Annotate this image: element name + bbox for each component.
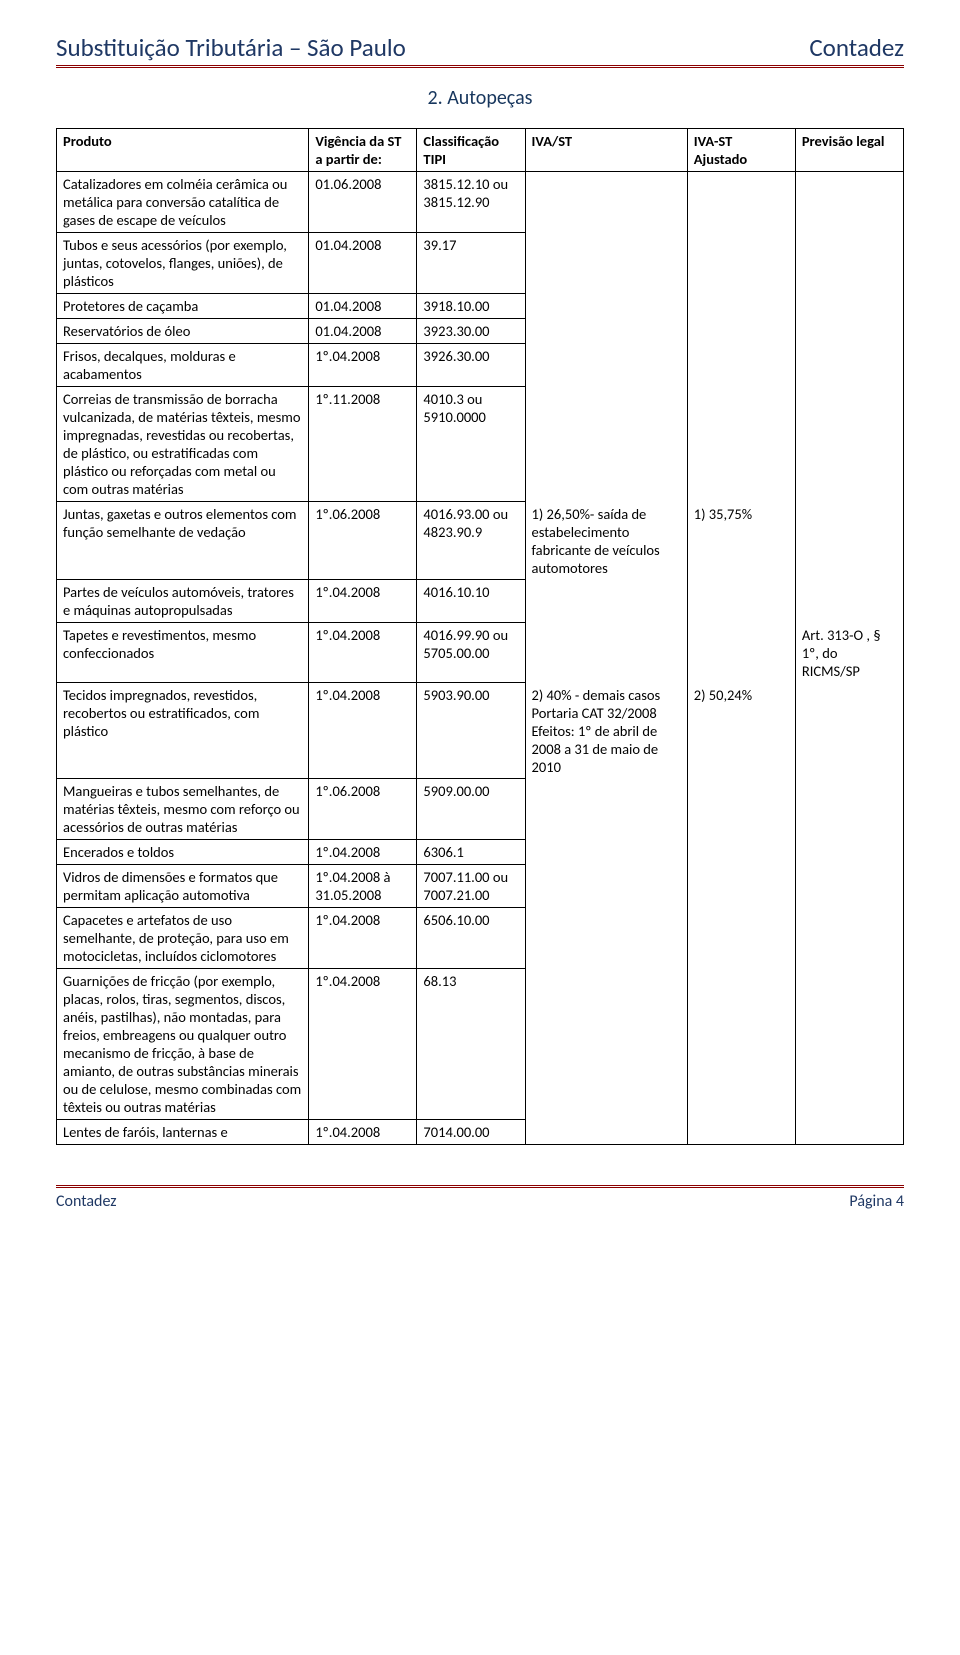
cell-vigencia: 01.04.2008 [309,294,417,319]
table-row: Frisos, decalques, molduras e acabamento… [57,344,904,387]
cell-vigencia: 1º.06.2008 [309,779,417,840]
cell-tipi: 3926.30.00 [417,344,525,387]
cell-produto: Partes de veículos automóveis, tratores … [57,580,309,623]
table-row: Tapetes e revestimentos, mesmo confeccio… [57,623,904,683]
cell-vigencia: 1º.04.2008 [309,623,417,683]
cell-produto: Juntas, gaxetas e outros elementos com f… [57,502,309,580]
cell-prev-legal-text: Art. 313-O , § 1º, do RICMS/SP [795,623,903,683]
table-row: Guarnições de fricção (por exemplo, plac… [57,969,904,1120]
cell-tipi: 4016.99.90 ou 5705.00.00 [417,623,525,683]
cell-iva-st-text: 1) 26,50%- saída de estabelecimento fabr… [525,502,687,580]
table-row: Tubos e seus acessórios (por exemplo, ju… [57,233,904,294]
document-page: Substituição Tributária – São Paulo Cont… [0,0,960,1235]
cell-vigencia: 1º.04.2008 [309,683,417,779]
table-row: Protetores de caçamba 01.04.2008 3918.10… [57,294,904,319]
cell-vigencia: 01.06.2008 [309,172,417,233]
table-row: Tecidos impregnados, revestidos, recober… [57,683,904,779]
table-row: Reservatórios de óleo 01.04.2008 3923.30… [57,319,904,344]
cell-produto: Mangueiras e tubos semelhantes, de matér… [57,779,309,840]
header-title-left: Substituição Tributária – São Paulo [56,32,406,63]
cell-vigencia: 01.04.2008 [309,319,417,344]
cell-produto: Tapetes e revestimentos, mesmo confeccio… [57,623,309,683]
cell-tipi: 3923.30.00 [417,319,525,344]
cell-vigencia: 1º.04.2008 [309,840,417,865]
cell-tipi: 68.13 [417,969,525,1120]
cell-produto: Catalizadores em colméia cerâmica ou met… [57,172,309,233]
cell-vigencia: 1º.11.2008 [309,387,417,502]
table-row: Lentes de faróis, lanternas e 1º.04.2008… [57,1120,904,1145]
cell-vigencia: 1º.04.2008 [309,908,417,969]
table-row: Capacetes e artefatos de uso semelhante,… [57,908,904,969]
cell-iva-st-aj-merged [687,172,795,233]
autopecas-table: Produto Vigência da ST a partir de: Clas… [56,128,904,1145]
cell-produto: Protetores de caçamba [57,294,309,319]
cell-produto: Capacetes e artefatos de uso semelhante,… [57,908,309,969]
cell-produto: Guarnições de fricção (por exemplo, plac… [57,969,309,1120]
table-row: Correias de transmissão de borracha vulc… [57,387,904,502]
cell-iva-st-aj-text2: 2) 50,24% [687,683,795,779]
table-row: Catalizadores em colméia cerâmica ou met… [57,172,904,233]
cell-tipi: 4016.10.10 [417,580,525,623]
cell-tipi: 5909.00.00 [417,779,525,840]
table-row: Vidros de dimensões e formatos que permi… [57,865,904,908]
table-row: Mangueiras e tubos semelhantes, de matér… [57,779,904,840]
section-title: 2. Autopeças [56,86,904,110]
cell-vigencia: 1º.04.2008 [309,344,417,387]
col-iva-st-aj: IVA-ST Ajustado [687,129,795,172]
table-row: Partes de veículos automóveis, tratores … [57,580,904,623]
table-row: Encerados e toldos 1º.04.2008 6306.1 [57,840,904,865]
cell-iva-st-merged [525,172,687,233]
footer-left: Contadez [56,1192,117,1211]
header-title-right: Contadez [809,32,904,63]
table-header-row: Produto Vigência da ST a partir de: Clas… [57,129,904,172]
cell-tipi: 4016.93.00 ou 4823.90.9 [417,502,525,580]
cell-produto: Tubos e seus acessórios (por exemplo, ju… [57,233,309,294]
cell-produto: Frisos, decalques, molduras e acabamento… [57,344,309,387]
page-footer: Contadez Página 4 [56,1185,904,1211]
cell-produto: Reservatórios de óleo [57,319,309,344]
cell-tipi: 7007.11.00 ou 7007.21.00 [417,865,525,908]
cell-vigencia: 1º.04.2008 [309,969,417,1120]
col-produto: Produto [57,129,309,172]
cell-tipi: 3815.12.10 ou 3815.12.90 [417,172,525,233]
cell-produto: Vidros de dimensões e formatos que permi… [57,865,309,908]
col-vigencia: Vigência da ST a partir de: [309,129,417,172]
cell-tipi: 6306.1 [417,840,525,865]
cell-prev-legal-merged [795,172,903,233]
cell-tipi: 39.17 [417,233,525,294]
col-iva-st: IVA/ST [525,129,687,172]
footer-right: Página 4 [849,1192,904,1211]
cell-vigencia: 1º.04.2008 [309,580,417,623]
cell-produto: Tecidos impregnados, revestidos, recober… [57,683,309,779]
cell-tipi: 7014.00.00 [417,1120,525,1145]
cell-vigencia: 1º.04.2008 à 31.05.2008 [309,865,417,908]
cell-iva-st-aj-text: 1) 35,75% [687,502,795,580]
cell-vigencia: 1º.04.2008 [309,1120,417,1145]
col-prev-legal: Previsão legal [795,129,903,172]
table-row: Juntas, gaxetas e outros elementos com f… [57,502,904,580]
cell-produto: Encerados e toldos [57,840,309,865]
cell-tipi: 6506.10.00 [417,908,525,969]
cell-vigencia: 01.04.2008 [309,233,417,294]
col-tipi: Classificação TIPI [417,129,525,172]
cell-iva-st-text2: 2) 40% - demais casos Portaria CAT 32/20… [525,683,687,779]
cell-produto: Correias de transmissão de borracha vulc… [57,387,309,502]
cell-tipi: 3918.10.00 [417,294,525,319]
cell-tipi: 5903.90.00 [417,683,525,779]
cell-vigencia: 1º.06.2008 [309,502,417,580]
cell-produto: Lentes de faróis, lanternas e [57,1120,309,1145]
page-header: Substituição Tributária – São Paulo Cont… [56,32,904,68]
cell-tipi: 4010.3 ou 5910.0000 [417,387,525,502]
